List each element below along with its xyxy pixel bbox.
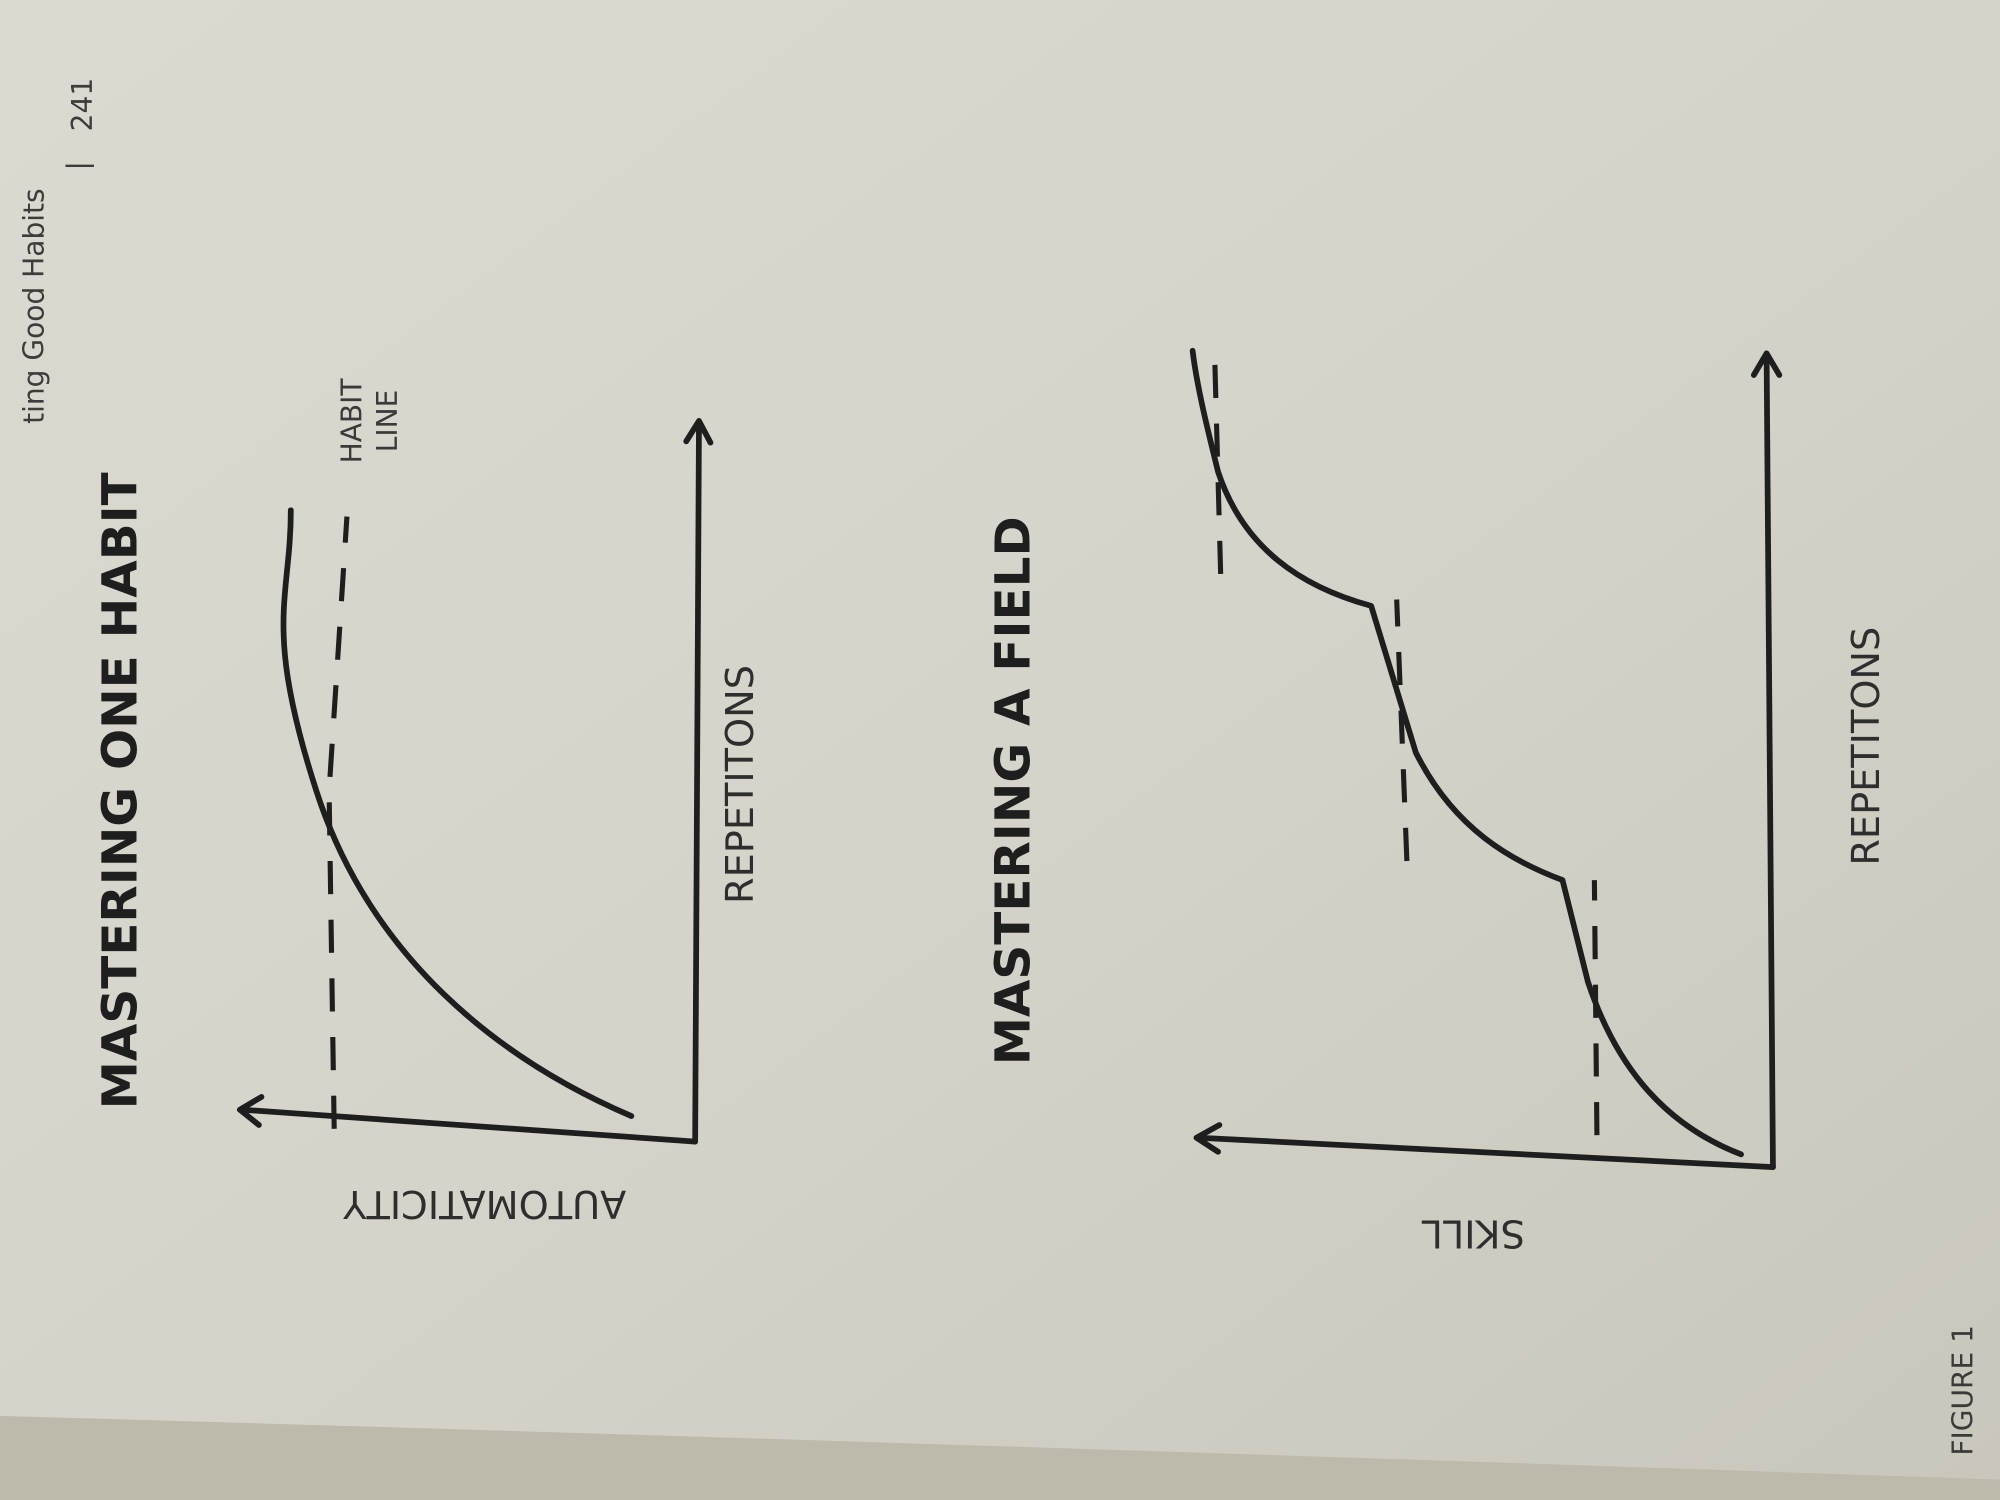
plateau-line [1591,880,1600,1136]
axis [1750,350,1783,1170]
y-axis-label: SKILL [1421,1210,1525,1255]
diagram [236,418,714,1145]
figure-title: MASTERING ONE HABIT [93,472,149,1109]
plateau-line [1211,341,1224,575]
page-number: 241 [66,78,99,132]
curve [1189,347,1744,1158]
separator: | [61,161,94,170]
annotation: LINE [371,390,404,453]
plateau-line [1394,599,1410,862]
curve [280,507,635,1119]
x-axis-label: REPETITONS [718,665,763,904]
figure-caption: FIGURE 1 [1946,1325,1979,1456]
next-page-edge [0,1415,2000,1500]
x-axis-label: REPETITONS [1844,627,1889,866]
diagram [1189,341,1783,1170]
axis [683,418,714,1145]
running-head: ting Good Habits [18,188,51,424]
annotation: HABIT [335,378,368,464]
y-axis-label: AUTOMATICITY [342,1181,626,1226]
axis [236,1094,699,1145]
figure-title: MASTERING A FIELD [986,516,1042,1065]
axis [1193,1122,1776,1170]
